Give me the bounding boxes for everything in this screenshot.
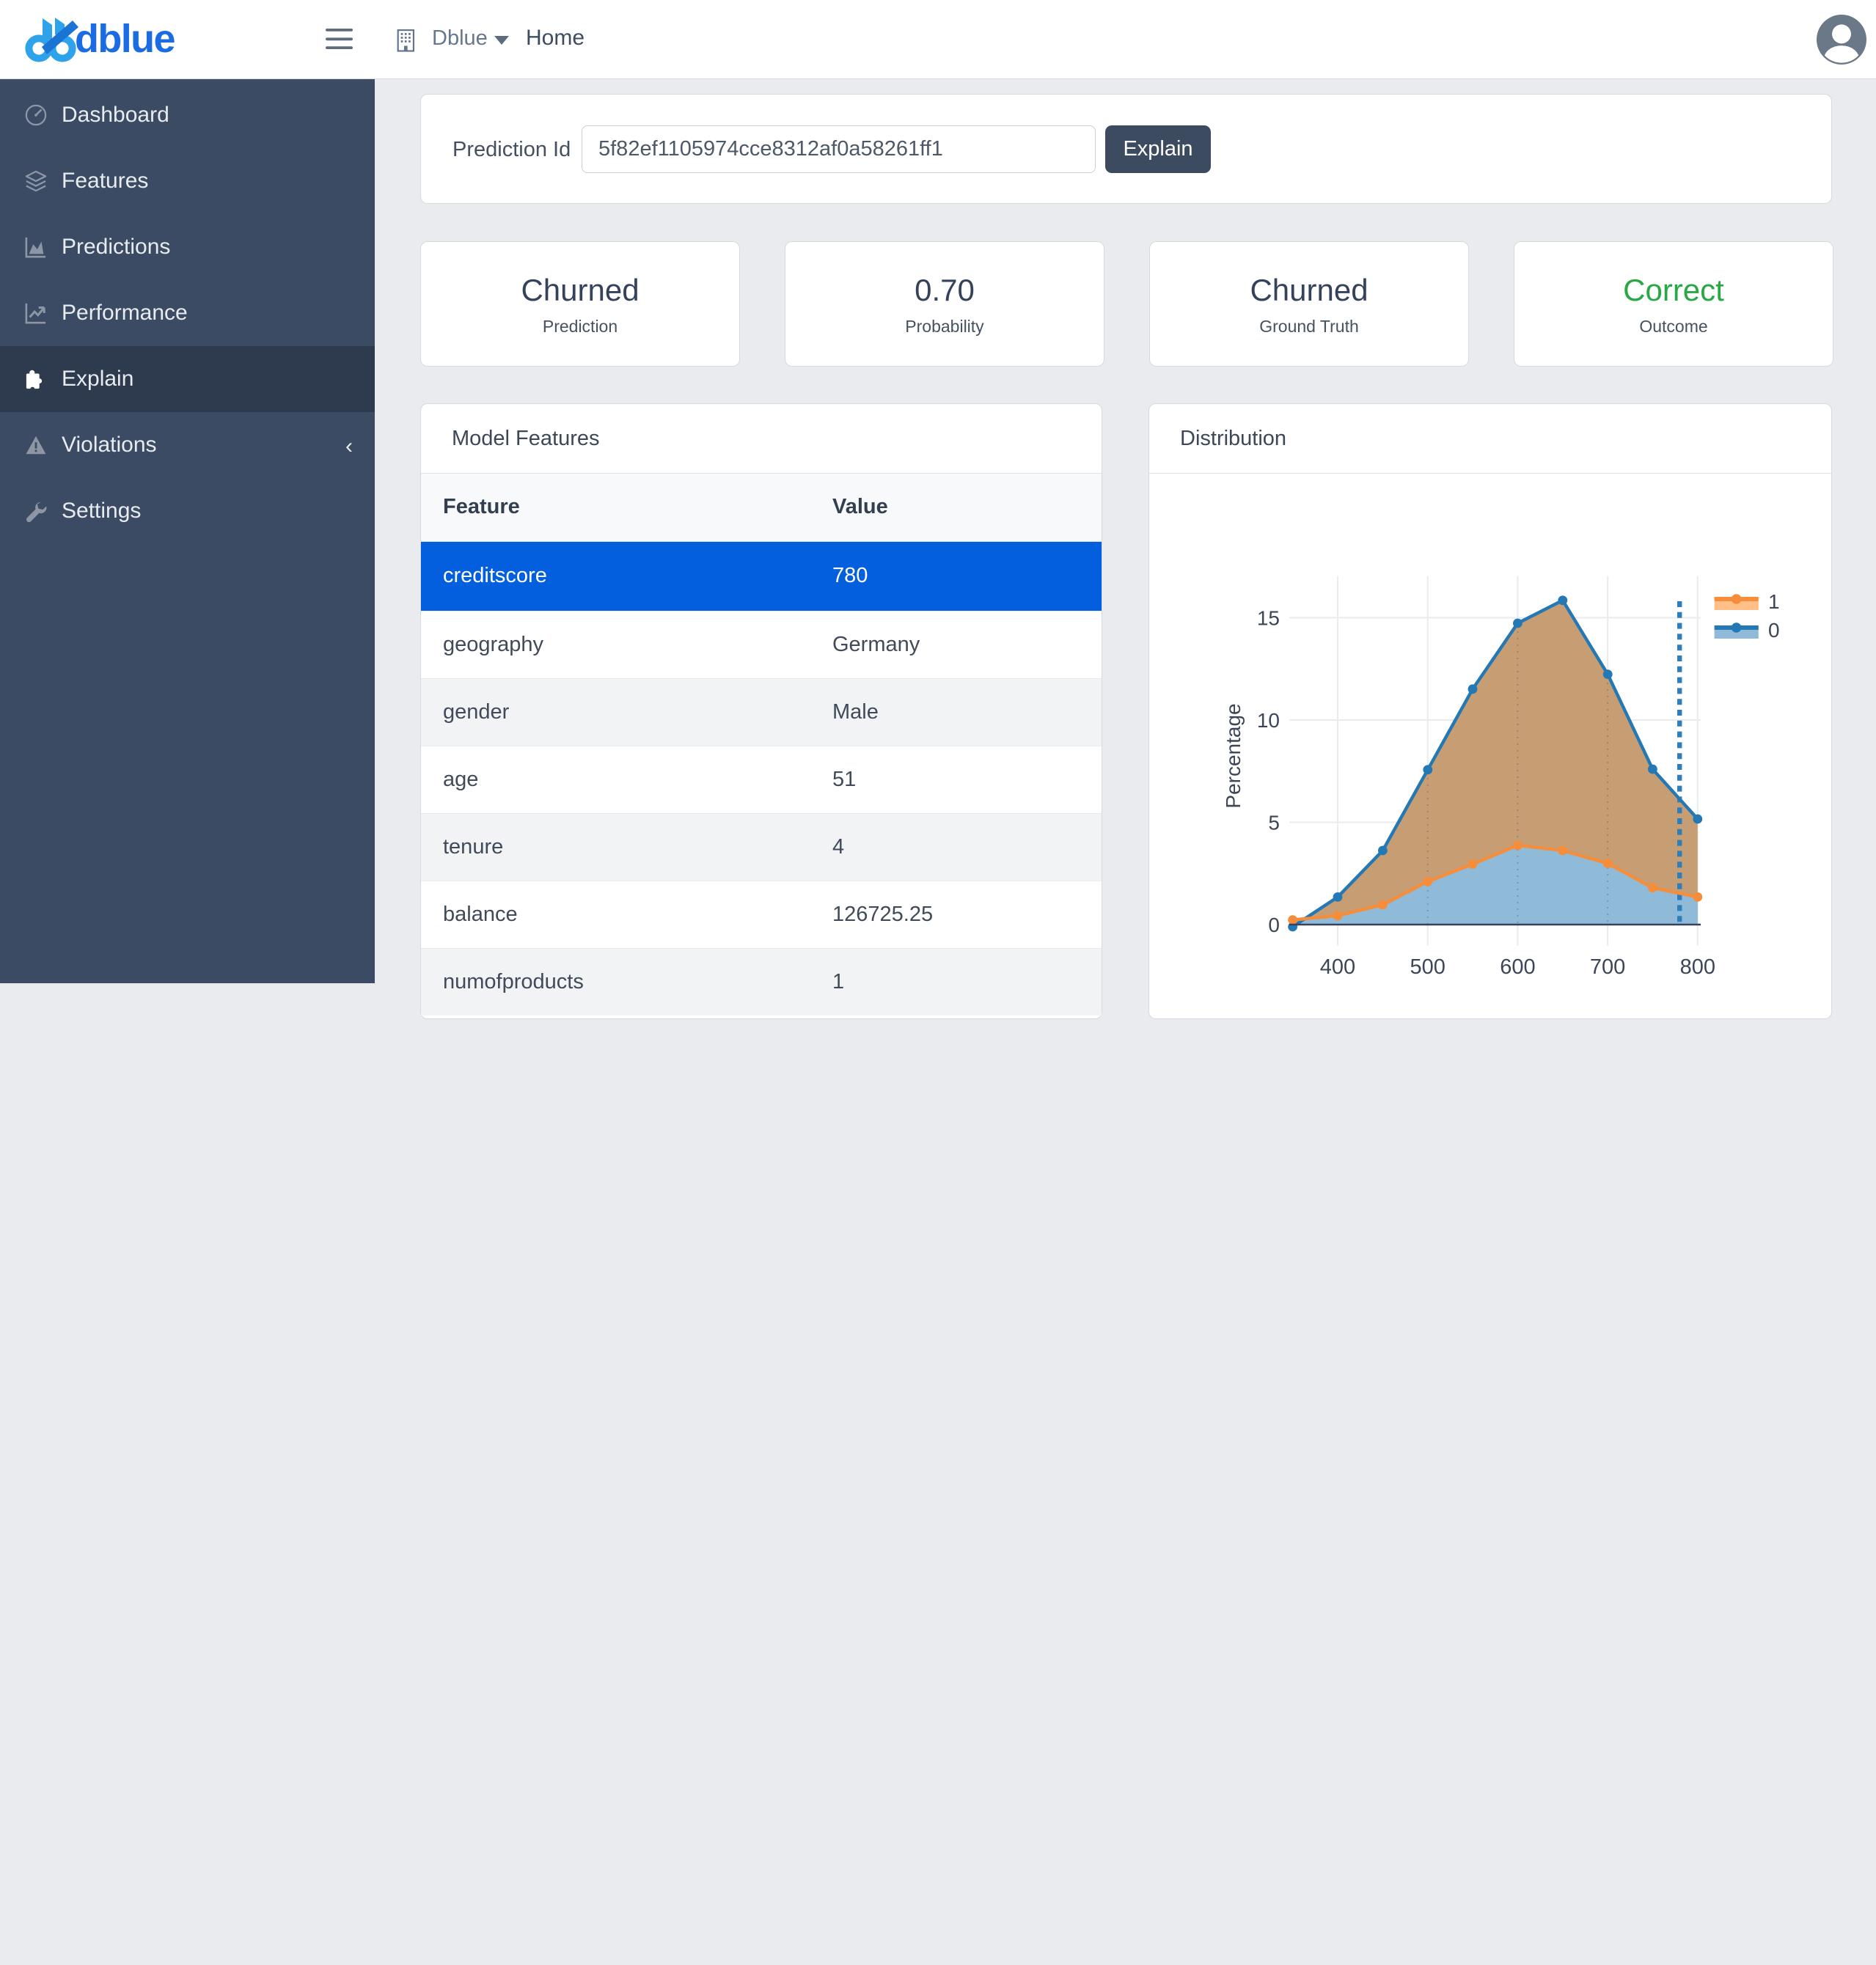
svg-text:1: 1 — [1768, 590, 1780, 613]
svg-text:5: 5 — [1268, 812, 1280, 834]
svg-text:600: 600 — [1500, 955, 1535, 979]
svg-text:800: 800 — [1680, 955, 1715, 979]
svg-text:400: 400 — [1320, 955, 1355, 979]
svg-text:500: 500 — [1410, 955, 1446, 979]
svg-text:10: 10 — [1257, 709, 1280, 732]
svg-text:700: 700 — [1590, 955, 1625, 979]
svg-text:15: 15 — [1257, 607, 1280, 630]
svg-text:0: 0 — [1768, 619, 1780, 642]
svg-text:0: 0 — [1268, 914, 1280, 936]
svg-text:Percentage: Percentage — [1222, 703, 1245, 808]
